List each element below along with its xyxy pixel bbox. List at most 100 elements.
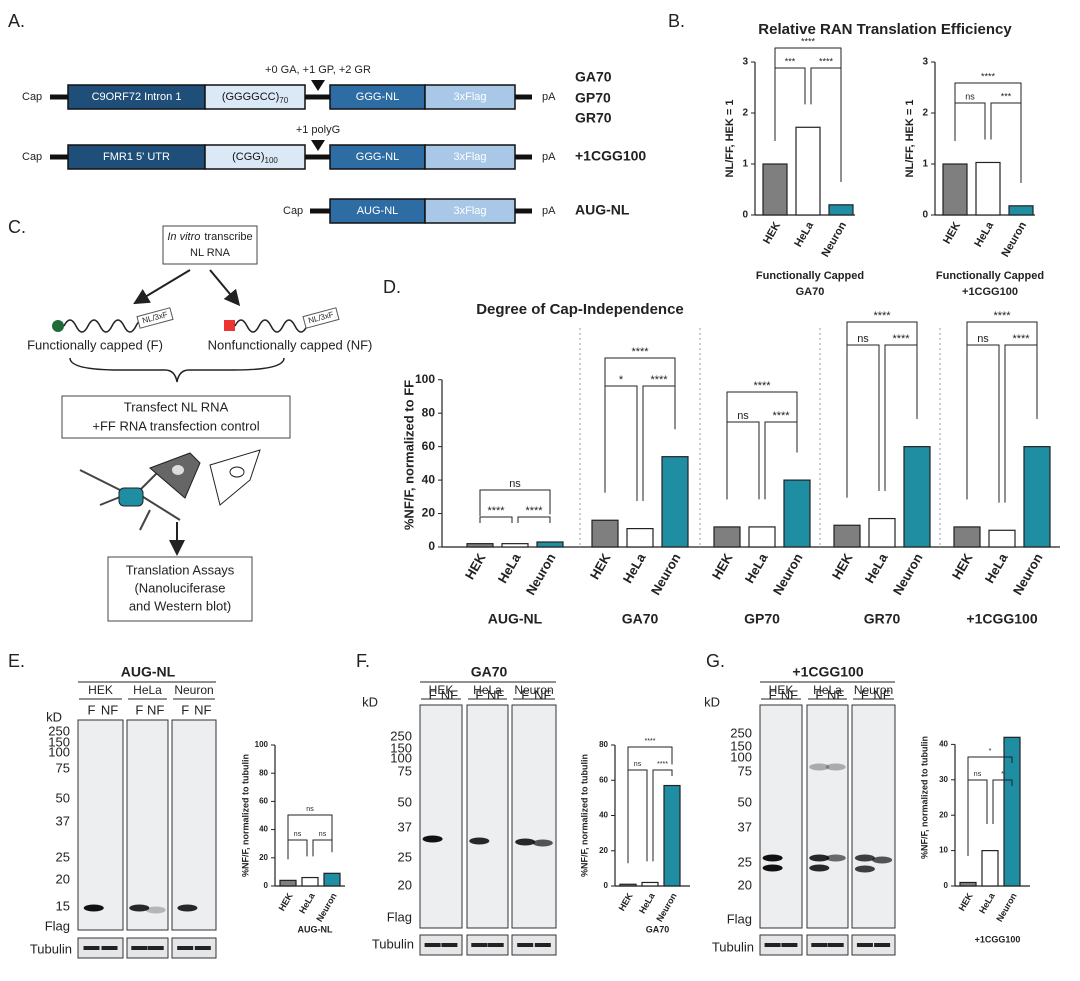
condition-label: NF [827,687,844,702]
marker-label: 250 [390,728,412,743]
significance-bracket [517,516,551,523]
y-axis-label: %NF/F, normalized to tubulin [919,736,929,859]
hela-cell [149,452,201,499]
marker-label: 25 [398,849,412,864]
pa-label: pA [542,205,556,217]
bar [795,126,821,216]
x-tick-label: Neuron [648,551,684,598]
condition-label: NF [781,687,798,702]
significance-bracket [967,779,988,856]
marker-label: 50 [56,790,70,805]
bar [536,541,564,548]
x-tick-label: HEK [277,891,295,913]
hek-cell [209,449,261,506]
band [177,946,194,950]
segment [424,84,516,110]
band [534,943,551,947]
bar [783,479,811,548]
band [762,854,783,862]
condition-label: NF [534,687,551,702]
y-tick-label: 10 [939,846,948,855]
band [854,854,875,862]
y-tick-label: 30 [939,775,948,784]
bar [762,163,788,216]
significance-label: **** [657,761,668,768]
band [517,943,534,947]
significance-bracket [287,814,333,860]
group-label: GR70 [864,611,901,627]
text: 3xFlag [453,151,486,163]
marker-label: 25 [56,849,70,864]
x-tick-label: HEK [709,550,736,582]
y-tick-label: 0 [428,539,435,553]
marker-label: 50 [398,794,412,809]
lane-label: HEK [429,683,454,697]
tubulin-lane [126,937,169,959]
cap-label: Cap [283,205,303,217]
band [469,837,490,845]
segment [329,144,426,170]
significance-label: *** [1001,91,1012,101]
significance-bracket [726,421,760,500]
significance-label: **** [487,505,505,517]
x-tick-label: HeLa [637,890,657,915]
tubulin-lane [466,934,509,956]
significance-bracket [954,82,1022,183]
band [532,839,553,847]
marker-label: 100 [48,744,70,759]
bar [641,881,659,887]
condition-label: NF [194,702,211,717]
product-label: GP70 [575,90,611,106]
segment [204,84,306,110]
blot-lane [759,704,803,929]
panel-label: E. [8,651,25,671]
band [854,865,875,873]
blot-lane [466,704,509,929]
y-tick-label: 100 [255,740,269,749]
condition-label: F [429,687,437,702]
segment-label: 3xFlag [453,205,486,217]
marker-label: 37 [56,813,70,828]
segment [67,84,206,110]
panel-label: D. [383,277,401,297]
bar [903,446,931,548]
neuron-body [118,487,144,507]
y-tick-label: 3 [742,57,748,68]
marker-label: 37 [398,819,412,834]
band [101,946,118,950]
x-axis-label: AUG-NL [298,924,333,934]
panel-c: In vitro transcribe NL RNA NL/3xF NL/3xF … [27,225,372,622]
loading-label: Tubulin [372,936,414,951]
x-tick-label: Neuron [654,891,678,923]
bar [833,524,861,548]
box-text: Transfect NL RNA [124,399,229,414]
text: GGG-NL [356,151,399,163]
group-label: AUG-NL [488,611,543,627]
y-axis-label: %NF/F, normalized to tubulin [579,754,589,877]
marker-label: 150 [730,738,752,753]
x-tick-label: Neuron [890,551,926,598]
significance-label: ns [737,410,749,422]
significance-bracket [627,769,648,864]
band [781,943,798,947]
significance-bracket [652,769,673,862]
significance-label: * [989,748,992,755]
x-tick-label: HEK [617,891,635,913]
x-axis-label: Functionally Capped [936,270,1044,282]
subscript: 70 [279,96,288,105]
condition-label: NF [487,687,504,702]
bar [975,161,1001,216]
y-tick-label: 80 [422,405,436,419]
frame-arrow [311,80,325,91]
significance-bracket [479,516,513,523]
band [422,835,443,843]
x-tick-label: HeLa [982,550,1011,586]
tubulin-lane [759,934,803,956]
band [825,763,846,771]
significance-label: ns [294,831,302,838]
band [856,943,873,947]
significance-label: ns [634,761,642,768]
text: FMR1 5' UTR [103,151,170,163]
y-tick-label: 60 [599,775,608,784]
